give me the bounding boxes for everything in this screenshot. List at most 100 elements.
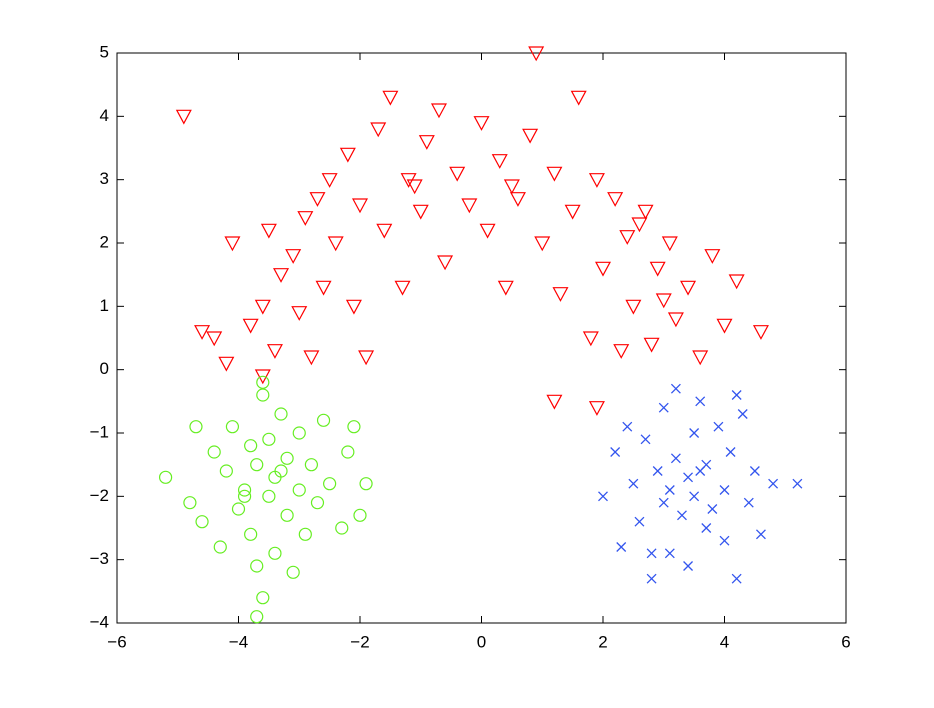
point [616,542,627,552]
point [303,350,320,366]
point [213,540,227,554]
point [737,409,748,419]
point [273,268,290,283]
y-tick-label: 5 [100,42,109,61]
point [716,318,733,334]
point [298,527,312,541]
point [503,179,520,195]
point [260,223,277,239]
point [358,350,375,366]
point [370,122,387,138]
point [418,135,435,150]
x-tick-label: 2 [598,632,607,651]
point [552,287,569,302]
point [731,573,742,584]
point [704,249,721,264]
point [266,344,283,359]
point [534,236,551,252]
point [195,515,209,529]
point [588,173,605,188]
point [658,497,669,508]
point [297,211,314,226]
point [274,464,288,478]
point [159,470,173,484]
point [242,318,259,334]
point [316,413,331,427]
point [631,217,648,233]
point [570,90,587,106]
point [479,223,496,239]
point [376,223,393,239]
point [382,90,399,106]
point [274,407,288,421]
point [701,523,712,533]
point [244,527,258,541]
point [353,508,367,522]
point [412,204,429,220]
point [670,453,681,464]
point [588,401,605,416]
point [707,504,718,514]
point [594,261,612,277]
point [692,350,709,366]
point [183,496,197,510]
point [613,344,630,359]
point [646,573,657,584]
point [250,458,264,472]
x-tick-label: 4 [720,632,729,651]
point [175,109,192,125]
point [406,179,423,195]
point [323,477,337,491]
point [664,485,675,495]
point [655,293,672,309]
point [628,478,639,489]
x-tick-label: 0 [477,632,486,651]
plot-frame [116,52,847,624]
point [622,421,633,432]
point [206,331,223,347]
point [607,192,624,207]
point [219,464,233,478]
y-tick-label: 2 [100,232,109,251]
point [473,116,490,131]
point [634,516,645,527]
point [719,535,730,546]
point [231,502,246,516]
point [652,466,663,476]
point [250,559,264,573]
point [695,466,706,476]
point [670,383,681,394]
point [224,236,241,252]
point [254,299,271,315]
point [664,548,675,559]
point [286,565,300,579]
point [359,477,373,491]
point [218,356,235,372]
point [256,375,270,389]
y-tick-label: 4 [100,106,109,125]
point [689,491,700,502]
point [339,147,356,163]
point [683,472,694,483]
point [749,466,760,476]
point [341,445,355,459]
point [680,280,697,296]
point [304,458,318,472]
point [637,204,654,220]
point [546,394,563,410]
point [256,591,270,605]
point [207,445,221,459]
point [285,249,302,264]
point [582,331,599,347]
point [677,510,687,521]
point [564,204,581,220]
x-tick-label: −6 [107,632,126,651]
point [292,483,306,497]
point [244,439,258,453]
point [695,396,706,407]
y-tick-label: −4 [90,612,109,631]
point [752,325,769,340]
point [335,521,349,535]
point [394,280,411,296]
